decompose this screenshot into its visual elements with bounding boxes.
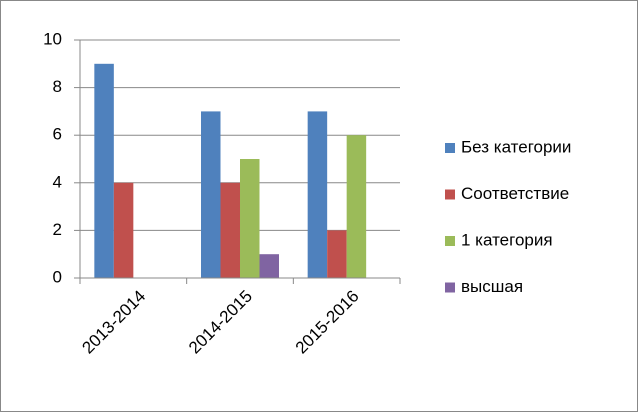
legend-label: Соответствие — [461, 184, 569, 203]
y-tick-label: 2 — [53, 220, 62, 239]
bar — [259, 254, 279, 278]
legend-swatch — [445, 143, 455, 153]
y-tick-label: 8 — [53, 77, 62, 96]
y-tick-label: 4 — [53, 172, 62, 191]
bar — [220, 182, 240, 278]
legend-label: высшая — [461, 277, 523, 296]
bar — [240, 159, 260, 278]
legend-swatch — [445, 236, 455, 246]
bar — [346, 135, 367, 278]
bar — [327, 230, 347, 278]
legend-swatch — [445, 282, 455, 293]
y-tick-label: 10 — [43, 29, 62, 48]
bar — [94, 63, 114, 278]
legend-label: 1 категория — [461, 230, 553, 249]
bar — [113, 182, 134, 278]
y-tick-label: 6 — [53, 125, 62, 144]
bar — [307, 111, 328, 279]
y-tick-label: 0 — [53, 267, 62, 286]
legend-swatch — [445, 189, 455, 200]
legend-label: Без категории — [461, 137, 571, 156]
bar — [201, 111, 221, 279]
